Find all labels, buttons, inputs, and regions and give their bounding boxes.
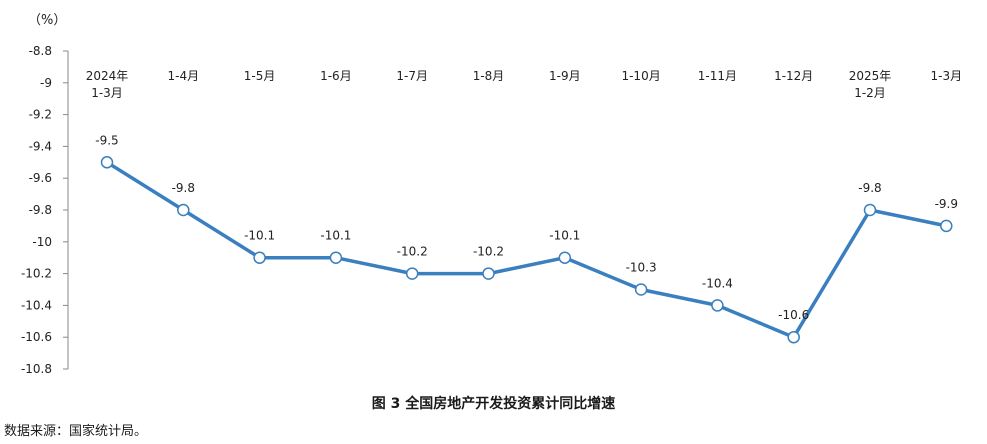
- data-label: -10.1: [549, 229, 580, 243]
- data-point: [863, 203, 877, 217]
- x-category-label: 1-3月: [91, 86, 123, 100]
- data-point: [100, 156, 114, 169]
- y-tick-label: -8.8: [29, 44, 52, 58]
- x-category-label: 1-5月: [244, 69, 276, 83]
- x-category-label: 1-12月: [774, 69, 813, 83]
- data-point: [558, 251, 572, 264]
- data-label: -10.2: [397, 245, 428, 259]
- data-label: -10.3: [626, 261, 657, 275]
- data-point: [177, 203, 190, 217]
- y-axis-ticks: -8.8 -9 -9.2 -9.4 -9.6 -9.8 -10 -10.2 -10.4 -10.6…: [21, 44, 68, 376]
- data-label: -10.6: [778, 308, 809, 322]
- data-point: [787, 330, 800, 344]
- y-tick-label: -10: [32, 235, 52, 249]
- x-category-label: 1-8月: [473, 69, 505, 83]
- x-category-label: 1-4月: [167, 69, 199, 83]
- series-line: [106, 160, 947, 339]
- data-point: [253, 251, 266, 264]
- x-category-label: 1-9月: [549, 69, 581, 83]
- y-tick-label: -9: [40, 76, 52, 90]
- data-point: [940, 219, 953, 233]
- series-layer: -9.5 -9.8 -10.1 -10.1 -10.2 -10.2 -10.1 -10.3 -1…: [95, 133, 958, 344]
- data-point: [329, 251, 343, 264]
- source-note: 数据来源：国家统计局。: [4, 424, 148, 439]
- data-label: -9.5: [95, 133, 118, 147]
- x-category-label: 1-7月: [396, 69, 428, 83]
- x-category-label: 1-6月: [320, 69, 352, 83]
- data-label: -10.4: [702, 276, 733, 290]
- y-tick-label: -9.2: [29, 108, 52, 122]
- x-category-label: 1-2月: [854, 86, 886, 100]
- y-tick-label: -10.2: [21, 267, 52, 281]
- data-label: -9.9: [935, 197, 958, 211]
- x-axis-categories: 2024年 1-3月 1-4月 1-5月 1-6月 1-7月 1-8月 1-9月 1-10月 1-…: [86, 69, 962, 100]
- data-point: [711, 299, 724, 312]
- y-tick-label: -10.4: [21, 298, 52, 312]
- data-label: -10.2: [473, 245, 504, 259]
- y-tick-label: -10.6: [21, 330, 52, 344]
- x-category-label: 2025年: [849, 69, 892, 83]
- data-label: -10.1: [320, 229, 351, 243]
- data-label: -9.8: [858, 181, 881, 195]
- y-tick-label: -9.8: [29, 203, 52, 217]
- x-category-label: 1-10月: [621, 69, 660, 83]
- y-tick-label: -9.6: [29, 171, 52, 185]
- y-tick-label: -10.8: [21, 362, 52, 376]
- x-category-label: 1-3月: [930, 69, 962, 83]
- data-point: [482, 267, 495, 280]
- data-point: [634, 283, 648, 296]
- x-category-label: 2024年: [86, 69, 129, 83]
- data-label: -9.8: [172, 181, 195, 195]
- data-label: -10.1: [244, 229, 275, 243]
- x-category-label: 1-11月: [698, 69, 737, 83]
- y-axis-unit-label: （%）: [28, 13, 66, 28]
- y-tick-label: -9.4: [29, 139, 52, 153]
- data-point: [405, 267, 419, 280]
- chart-title: 图 3 全国房地产开发投资累计同比增速: [371, 396, 616, 412]
